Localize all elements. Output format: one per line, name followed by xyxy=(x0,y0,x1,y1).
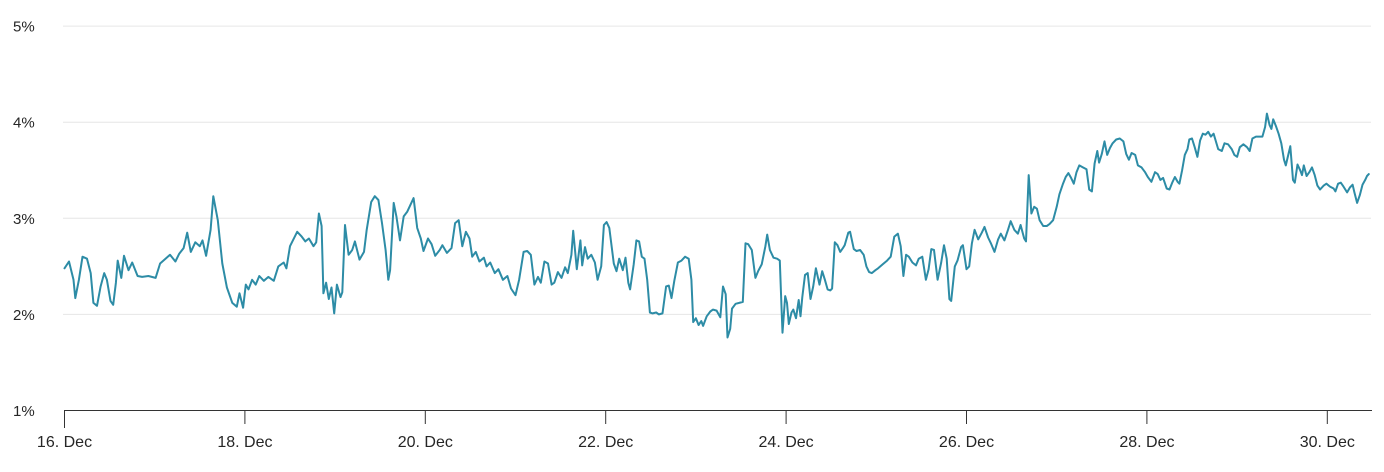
y-tick-label: 1% xyxy=(13,403,35,420)
gridlines-layer xyxy=(63,25,1371,315)
x-tick-label: 26. Dec xyxy=(939,434,994,451)
x-tick-label: 16. Dec xyxy=(37,434,92,451)
y-tick-label: 5% xyxy=(13,19,35,36)
x-tick-label: 20. Dec xyxy=(398,434,453,451)
x-tick-label: 22. Dec xyxy=(578,434,633,451)
y-tick-label: 2% xyxy=(13,307,35,324)
x-tick-label: 18. Dec xyxy=(217,434,272,451)
series-line xyxy=(63,112,1370,339)
x-tick-label: 28. Dec xyxy=(1119,434,1174,451)
x-axis-line xyxy=(64,410,1372,428)
y-axis-labels: 5% 4% 3% 2% 1% xyxy=(13,19,35,420)
y-tick-label: 4% xyxy=(13,115,35,132)
x-axis-labels: 16. Dec 18. Dec 20. Dec 22. Dec 24. Dec 26. D… xyxy=(37,434,1355,451)
x-axis xyxy=(64,410,1372,428)
series-layer xyxy=(63,112,1370,339)
x-tick-label: 24. Dec xyxy=(759,434,814,451)
y-tick-label: 3% xyxy=(13,211,35,228)
x-tick-label: 30. Dec xyxy=(1300,434,1355,451)
